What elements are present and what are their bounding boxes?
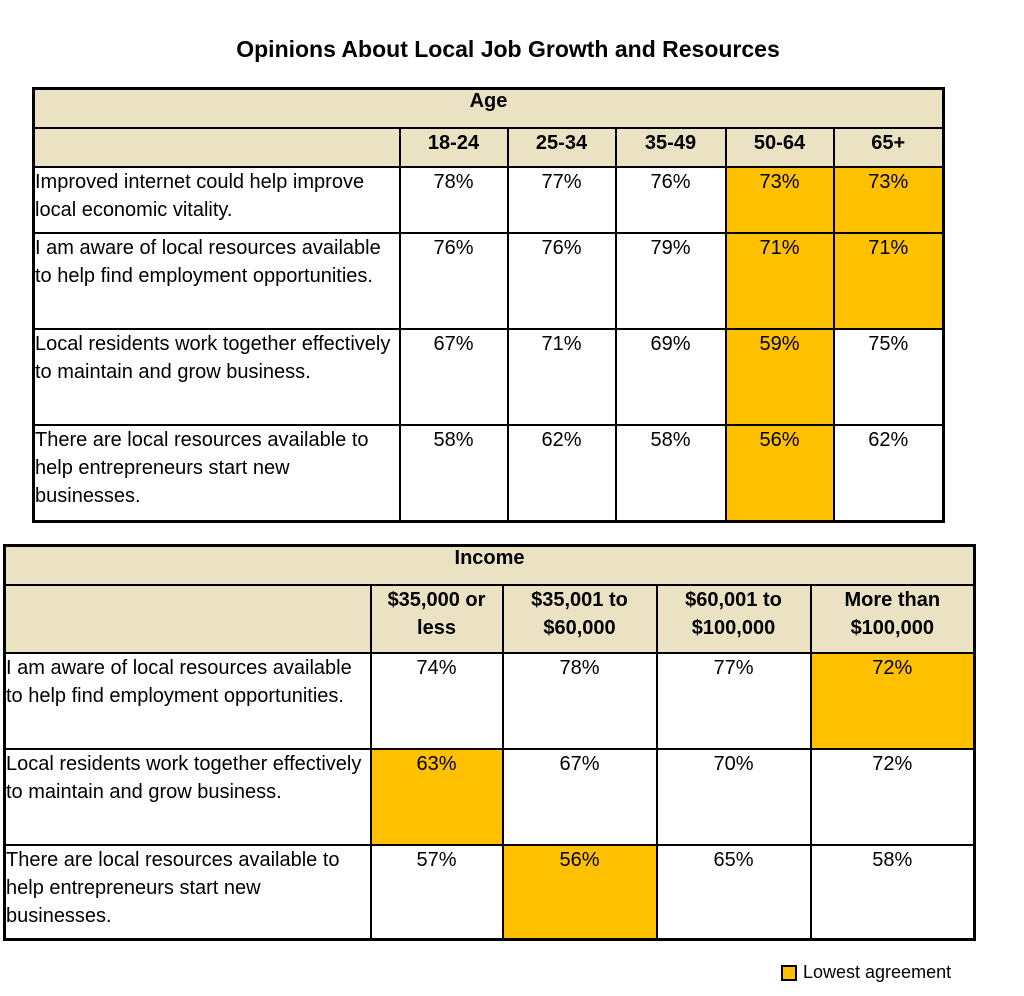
table-row: Local residents work together effectivel… (32, 328, 945, 426)
value-cell: 78% (501, 652, 658, 750)
legend-swatch-icon (781, 965, 797, 981)
table-row: There are local resources available to h… (3, 844, 976, 940)
value-cell: 56% (724, 424, 835, 522)
value-cell: 71% (506, 328, 617, 426)
income-col-header: $35,001 to $60,000 (501, 584, 658, 654)
value-cell: 65% (655, 844, 812, 940)
row-label: I am aware of local resources available … (32, 232, 401, 330)
row-label: There are local resources available to h… (32, 424, 401, 522)
income-col-header: $60,001 to $100,000 (655, 584, 812, 654)
age-col-header: 65+ (832, 127, 945, 168)
value-cell: 77% (655, 652, 812, 750)
row-label: Local residents work together effectivel… (3, 748, 372, 846)
value-cell: 77% (506, 166, 617, 234)
age-col-header: 35-49 (614, 127, 727, 168)
value-cell: 73% (832, 166, 945, 234)
table-row: I am aware of local resources available … (3, 652, 976, 750)
value-cell: 69% (614, 328, 727, 426)
value-cell: 56% (501, 844, 658, 940)
value-cell: 62% (832, 424, 945, 522)
age-col-header: 18-24 (398, 127, 509, 168)
legend-label: Lowest agreement (803, 962, 952, 982)
age-col-header: 50-64 (724, 127, 835, 168)
income-table: Income $35,000 or less $35,001 to $60,00… (3, 544, 977, 941)
value-cell: 67% (501, 748, 658, 846)
value-cell: 67% (398, 328, 509, 426)
table-row: Improved internet could help improve loc… (32, 166, 945, 234)
value-cell: 72% (809, 748, 976, 846)
value-cell: 58% (614, 424, 727, 522)
value-cell: 59% (724, 328, 835, 426)
value-cell: 76% (506, 232, 617, 330)
table-row: I am aware of local resources available … (32, 232, 945, 330)
age-table: Age 18-24 25-34 35-49 50-64 65+ Improved… (32, 87, 946, 523)
value-cell: 57% (369, 844, 504, 940)
row-label: I am aware of local resources available … (3, 652, 372, 750)
age-group-header: Age (32, 87, 945, 129)
value-cell: 58% (809, 844, 976, 940)
income-group-header: Income (3, 544, 976, 586)
value-cell: 70% (655, 748, 812, 846)
age-header-blank (32, 127, 401, 168)
value-cell: 76% (614, 166, 727, 234)
value-cell: 71% (724, 232, 835, 330)
value-cell: 75% (832, 328, 945, 426)
value-cell: 71% (832, 232, 945, 330)
value-cell: 76% (398, 232, 509, 330)
row-label: Local residents work together effectivel… (32, 328, 401, 426)
page-title: Opinions About Local Job Growth and Reso… (236, 36, 780, 62)
row-label: Improved internet could help improve loc… (32, 166, 401, 234)
value-cell: 78% (398, 166, 509, 234)
value-cell: 74% (369, 652, 504, 750)
table-row: Local residents work together effectivel… (3, 748, 976, 846)
value-cell: 63% (369, 748, 504, 846)
value-cell: 73% (724, 166, 835, 234)
row-label: There are local resources available to h… (3, 844, 372, 940)
value-cell: 72% (809, 652, 976, 750)
table-row: There are local resources available to h… (32, 424, 945, 522)
legend: Lowest agreement (781, 962, 951, 983)
income-col-header: More than $100,000 (809, 584, 976, 654)
income-header-blank (3, 584, 372, 654)
income-col-header: $35,000 or less (369, 584, 504, 654)
value-cell: 58% (398, 424, 509, 522)
value-cell: 62% (506, 424, 617, 522)
age-col-header: 25-34 (506, 127, 617, 168)
value-cell: 79% (614, 232, 727, 330)
